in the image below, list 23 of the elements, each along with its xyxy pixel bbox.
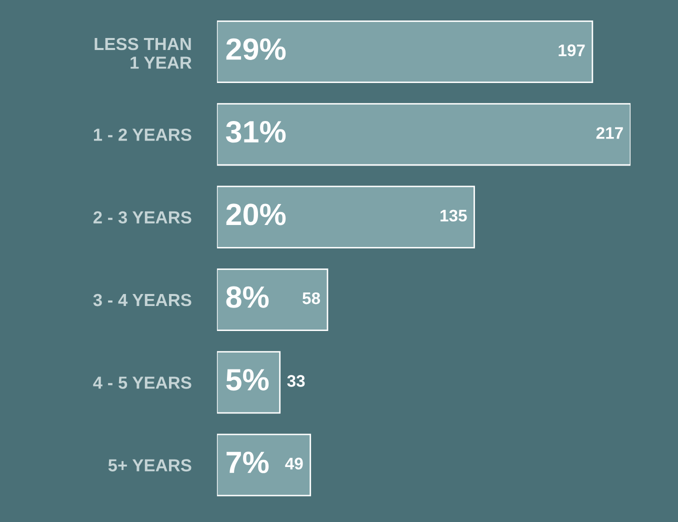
data-label: 197: [558, 44, 585, 56]
y-tick-label: 2 - 3 YEARS: [93, 211, 192, 224]
annotation: 8%: [226, 286, 269, 308]
data-label: 58: [302, 292, 320, 304]
bar: [216, 103, 631, 166]
y-tick-label: 4 - 5 YEARS: [93, 376, 192, 389]
bar: [216, 268, 328, 331]
annotation: 31%: [226, 120, 286, 143]
bar: [216, 20, 594, 84]
annotation: 20%: [226, 204, 286, 226]
annotation: 7%: [226, 452, 269, 474]
y-tick-label: 5+ YEARS: [108, 459, 192, 472]
annotation: 29%: [226, 38, 286, 60]
y-tick-label: 3 - 4 YEARS: [93, 294, 192, 306]
data-label: 33: [287, 375, 305, 387]
data-label: 135: [440, 210, 467, 222]
bar: [216, 434, 312, 496]
y-tick-label: 1 - 2 YEARS: [94, 128, 192, 141]
data-label: 217: [596, 127, 623, 139]
annotation: 5%: [226, 369, 269, 391]
data-label: 49: [285, 458, 303, 470]
bar: [216, 186, 475, 248]
y-tick-label: LESS THAN 1 YEAR: [94, 38, 192, 69]
